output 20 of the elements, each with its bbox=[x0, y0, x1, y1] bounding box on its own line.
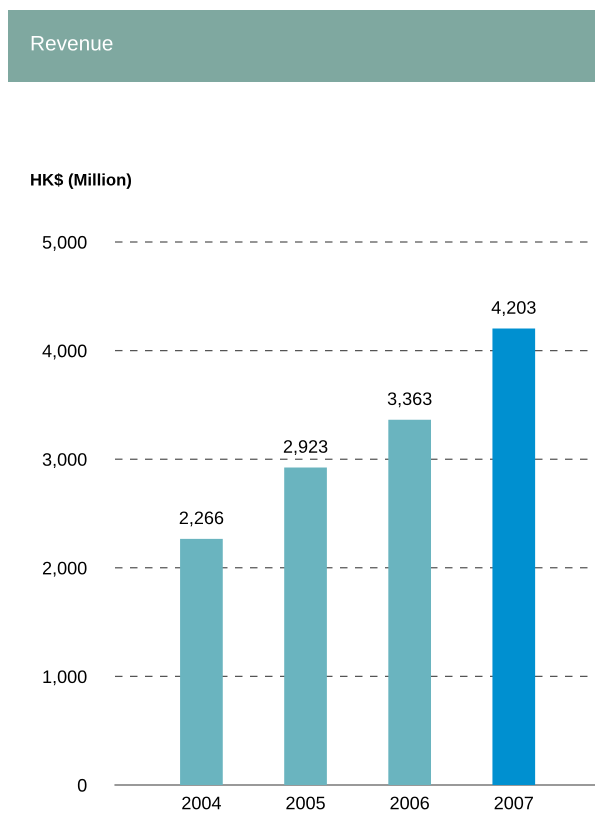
x-tick-label: 2005 bbox=[286, 796, 325, 810]
y-tick-label: 1,000 bbox=[43, 670, 87, 686]
y-tick-label: 5,000 bbox=[42, 236, 87, 251]
data-label: 2,266 bbox=[180, 511, 224, 526]
data-label: 3,363 bbox=[388, 392, 432, 408]
bar bbox=[492, 328, 536, 785]
bar bbox=[180, 538, 223, 785]
chart-title: Revenue bbox=[32, 36, 112, 51]
y-axis-title: HK$ (Million) bbox=[31, 173, 132, 189]
x-tick-label: 2004 bbox=[182, 796, 221, 810]
y-tick-label: 4,000 bbox=[42, 344, 87, 360]
bar bbox=[388, 420, 432, 785]
x-tick-label: 2007 bbox=[494, 796, 533, 810]
x-tick-label: 2006 bbox=[390, 796, 429, 810]
y-tick-label: 2,000 bbox=[42, 562, 87, 577]
y-tick-label: 0 bbox=[78, 778, 87, 792]
data-label: 2,923 bbox=[284, 440, 328, 456]
y-tick-label: 3,000 bbox=[42, 453, 87, 468]
bar bbox=[284, 468, 327, 785]
data-label: 4,203 bbox=[492, 301, 536, 316]
